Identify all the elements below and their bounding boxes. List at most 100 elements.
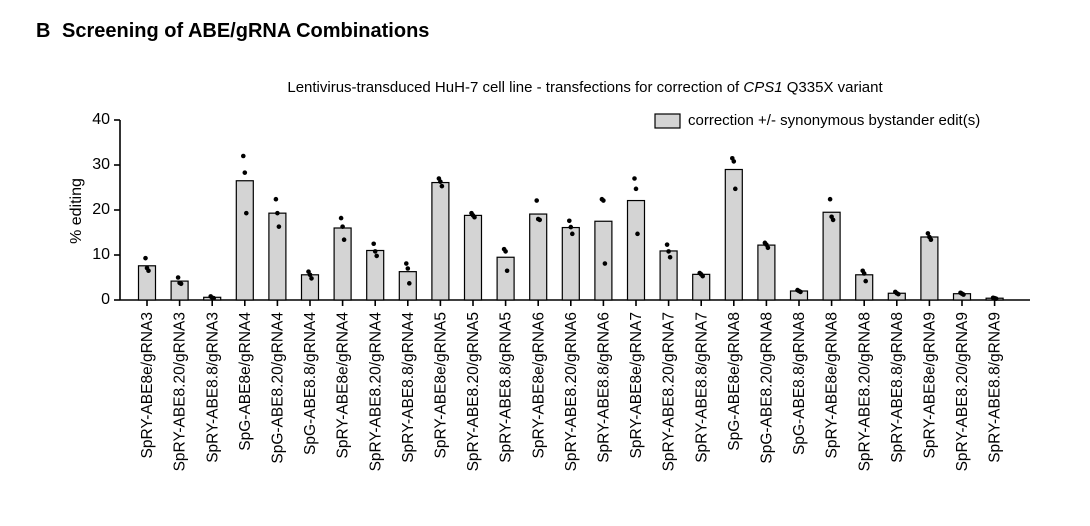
x-tick-label: SpRY-ABE8e/gRNA4 — [335, 312, 352, 459]
replicate-point — [633, 186, 639, 192]
replicate-point — [439, 183, 445, 189]
legend-swatch — [654, 113, 681, 129]
replicate-point — [405, 266, 411, 271]
y-tick-label: 10 — [92, 246, 110, 263]
chart-title-part-1: Lentivirus-transduced HuH-7 cell line - … — [287, 79, 743, 96]
replicate-point — [374, 253, 380, 259]
replicate-point — [504, 268, 510, 274]
replicate-point — [537, 217, 542, 223]
replicate-point — [341, 237, 347, 242]
y-axis-label: % editing — [68, 178, 85, 244]
x-tick-label: SpRY-ABE8e/gRNA9 — [921, 312, 938, 458]
bar — [855, 274, 874, 301]
replicate-point — [928, 237, 934, 242]
bar — [496, 256, 515, 301]
x-tick-label: SpRY-ABE8.8/gRNA6 — [595, 312, 612, 463]
x-tick-label: SpRY-ABE8e/gRNA7 — [628, 312, 645, 458]
replicate-point — [925, 231, 931, 236]
x-tick-label: SpRY-ABE8e/gRNA5 — [432, 312, 449, 458]
replicate-point — [896, 291, 901, 297]
replicate-point — [534, 198, 539, 203]
legend-label: correction +/- synonymous bystander edit… — [688, 112, 980, 129]
x-tick-label: SpG-ABE8.20/gRNA4 — [269, 312, 286, 464]
replicate-point — [731, 159, 737, 164]
replicate-point — [861, 271, 867, 276]
x-tick-label: SpG-ABE8.8/gRNA4 — [302, 312, 319, 455]
replicate-point — [733, 186, 738, 192]
bar — [594, 220, 613, 301]
replicate-point — [666, 249, 671, 254]
bar — [757, 244, 776, 301]
x-tick-label: SpRY-ABE8e/gRNA8 — [824, 312, 841, 458]
x-tick-label: SpRY-ABE8.8/gRNA7 — [693, 312, 710, 463]
replicate-point — [275, 210, 280, 216]
bar — [431, 181, 450, 301]
panel-letter: B — [36, 20, 51, 42]
replicate-point — [372, 249, 378, 254]
replicate-point — [602, 261, 608, 266]
replicate-point — [798, 289, 803, 295]
replicate-point — [175, 275, 181, 280]
x-tick-label: SpG-ABE8e/gRNA4 — [237, 312, 254, 451]
x-tick-label: SpRY-ABE8.20/gRNA8 — [856, 312, 873, 471]
y-tick-label: 0 — [101, 291, 110, 308]
replicate-point — [273, 196, 279, 202]
replicate-point — [570, 231, 575, 237]
replicate-point — [503, 249, 508, 254]
replicate-point — [568, 224, 574, 230]
x-tick-label: SpRY-ABE8.8/gRNA4 — [400, 312, 417, 463]
replicate-point — [407, 281, 412, 286]
replicate-point — [211, 295, 216, 301]
replicate-point — [664, 242, 670, 247]
x-tick-label: SpRY-ABE8.8/gRNA8 — [889, 312, 906, 463]
replicate-point — [242, 170, 248, 175]
replicate-point — [307, 272, 313, 278]
replicate-point — [340, 224, 345, 229]
replicate-point — [404, 261, 409, 266]
replicate-point — [830, 217, 836, 223]
y-tick-label: 40 — [92, 111, 110, 128]
bar — [235, 180, 254, 301]
replicate-point — [635, 231, 640, 237]
replicate-point — [472, 214, 477, 220]
replicate-point — [632, 176, 637, 181]
replicate-point — [438, 179, 443, 184]
x-tick-label: SpG-ABE8e/gRNA8 — [726, 312, 743, 451]
x-tick-label: SpRY-ABE8.8/gRNA9 — [987, 312, 1004, 463]
bar — [398, 271, 417, 301]
replicate-point — [276, 224, 282, 229]
replicate-point — [863, 278, 868, 284]
replicate-point — [371, 241, 377, 247]
panel-title: Screening of ABE/gRNA Combinations — [62, 20, 430, 42]
replicate-point — [244, 210, 249, 216]
x-tick-label: SpRY-ABE8.20/gRNA9 — [954, 312, 971, 471]
bar — [366, 249, 385, 301]
x-tick-label: SpRY-ABE8.20/gRNA7 — [661, 312, 678, 471]
x-tick-label: SpRY-ABE8.20/gRNA5 — [465, 312, 482, 471]
bar — [822, 211, 841, 301]
x-tick-label: SpRY-ABE8.20/gRNA4 — [367, 312, 384, 472]
chart-title: Lentivirus-transduced HuH-7 cell line - … — [287, 79, 883, 96]
bar — [626, 199, 646, 301]
replicate-point — [567, 218, 572, 224]
replicate-point — [241, 153, 246, 159]
replicate-point — [667, 254, 673, 260]
chart-title-part-3: Q335X variant — [783, 79, 884, 96]
chart-title-gene: CPS1 — [743, 79, 782, 96]
y-tick-label: 20 — [92, 201, 110, 218]
replicate-point — [993, 296, 999, 301]
replicate-point — [178, 281, 184, 287]
x-tick-label: SpRY-ABE8.8/gRNA5 — [498, 312, 515, 463]
bar — [463, 214, 483, 301]
replicate-point — [309, 276, 314, 281]
x-tick-label: SpRY-ABE8.20/gRNA3 — [172, 312, 189, 471]
bar — [529, 213, 548, 301]
replicate-point — [700, 273, 705, 279]
plot-area: 0 10 20 30 40 SpRY-ABE8e/gRNA3 SpRY-ABE8.20/gR… — [92, 111, 1030, 471]
x-tick-label: SpRY-ABE8.8/gRNA3 — [204, 312, 221, 463]
bar — [692, 273, 711, 301]
bar — [561, 226, 580, 301]
x-tick-label: SpRY-ABE8e/gRNA3 — [139, 312, 156, 458]
replicate-point — [146, 268, 151, 274]
